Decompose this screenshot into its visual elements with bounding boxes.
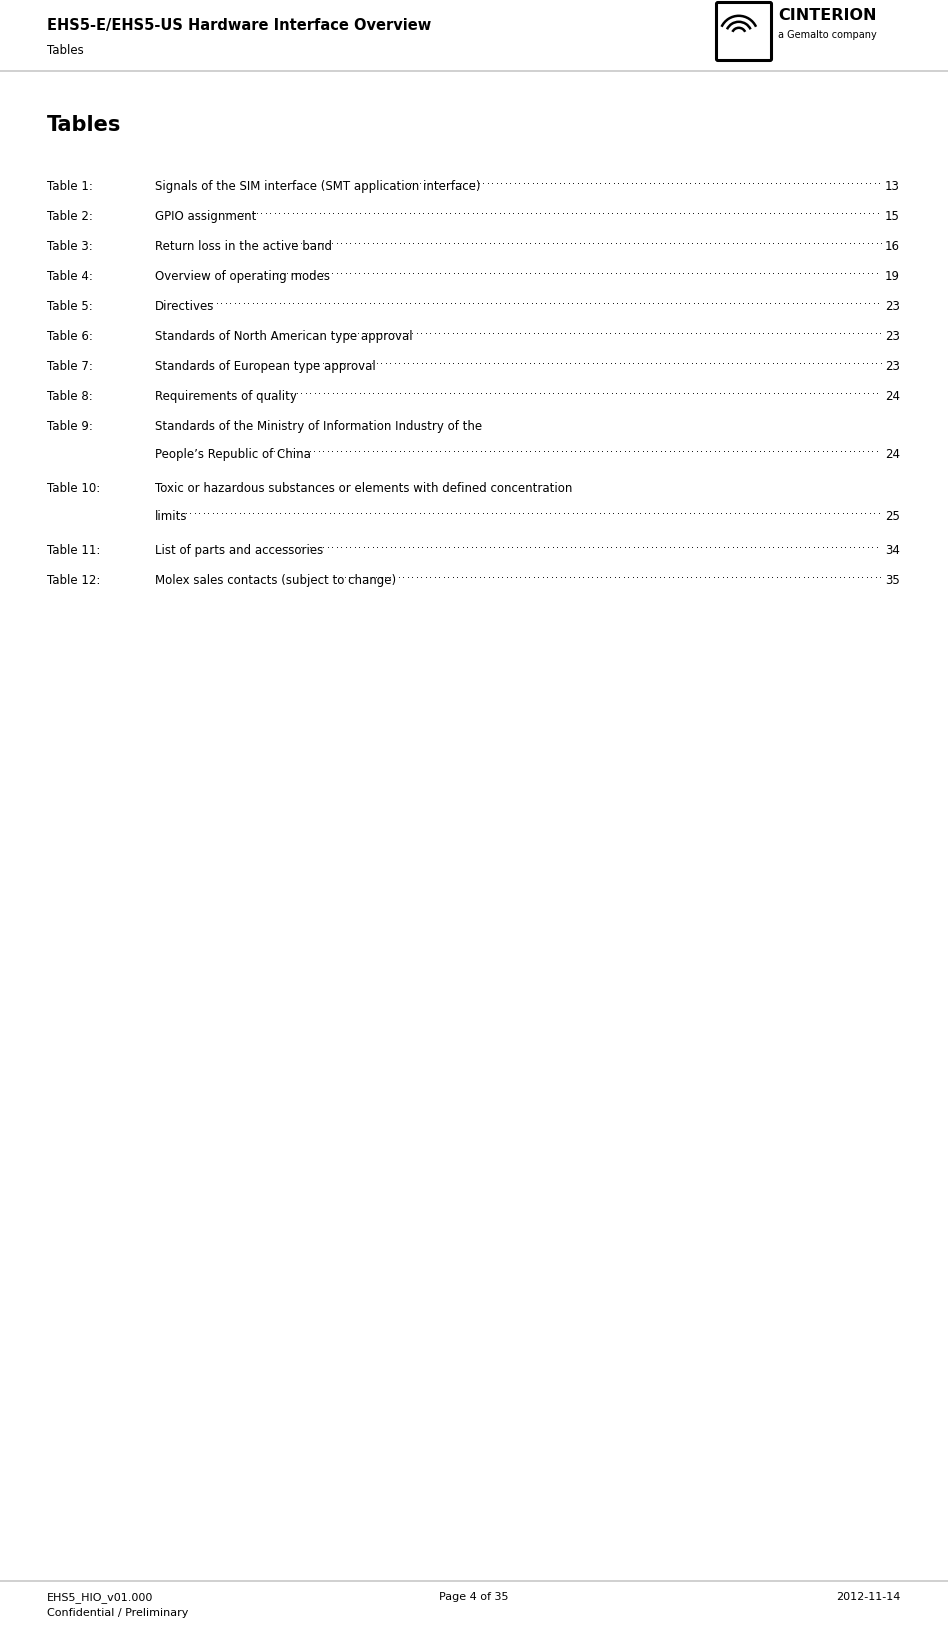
Text: Standards of European type approval: Standards of European type approval (155, 361, 375, 372)
Text: 34: 34 (885, 544, 900, 557)
Text: Table 2:: Table 2: (47, 210, 93, 223)
Text: Signals of the SIM interface (SMT application interface): Signals of the SIM interface (SMT applic… (155, 180, 481, 193)
Text: 13: 13 (885, 180, 900, 193)
Text: 25: 25 (885, 510, 900, 523)
Text: 23: 23 (885, 361, 900, 372)
Text: 24: 24 (885, 390, 900, 403)
Text: EHS5-E/EHS5-US Hardware Interface Overview: EHS5-E/EHS5-US Hardware Interface Overvi… (47, 18, 431, 33)
Text: Table 12:: Table 12: (47, 574, 100, 587)
Text: Overview of operating modes: Overview of operating modes (155, 270, 330, 284)
Text: EHS5_HIO_v01.000: EHS5_HIO_v01.000 (47, 1591, 154, 1601)
Text: Table 7:: Table 7: (47, 361, 93, 372)
Text: 16: 16 (885, 239, 900, 252)
Text: Tables: Tables (47, 44, 83, 57)
Text: 23: 23 (885, 300, 900, 313)
Text: Directives: Directives (155, 300, 214, 313)
Text: Table 6:: Table 6: (47, 329, 93, 343)
Text: Standards of North American type approval: Standards of North American type approva… (155, 329, 412, 343)
Text: 23: 23 (885, 329, 900, 343)
Text: 15: 15 (885, 210, 900, 223)
Text: limits: limits (155, 510, 188, 523)
Text: Table 11:: Table 11: (47, 544, 100, 557)
Text: Tables: Tables (47, 115, 121, 134)
Text: Return loss in the active band: Return loss in the active band (155, 239, 332, 252)
Text: Table 8:: Table 8: (47, 390, 93, 403)
FancyBboxPatch shape (717, 3, 772, 61)
Text: Standards of the Ministry of Information Industry of the: Standards of the Ministry of Information… (155, 420, 483, 433)
Text: Table 9:: Table 9: (47, 420, 93, 433)
Text: Requirements of quality: Requirements of quality (155, 390, 297, 403)
Text: Confidential / Preliminary: Confidential / Preliminary (47, 1606, 189, 1618)
Text: 35: 35 (885, 574, 900, 587)
Text: Table 3:: Table 3: (47, 239, 93, 252)
Text: Page 4 of 35: Page 4 of 35 (439, 1591, 509, 1601)
Text: a Gemalto company: a Gemalto company (778, 30, 877, 39)
Text: Table 4:: Table 4: (47, 270, 93, 284)
Text: CINTERION: CINTERION (778, 8, 877, 23)
Text: GPIO assignment: GPIO assignment (155, 210, 256, 223)
Text: Molex sales contacts (subject to change): Molex sales contacts (subject to change) (155, 574, 396, 587)
Text: 24: 24 (885, 447, 900, 461)
Text: Toxic or hazardous substances or elements with defined concentration: Toxic or hazardous substances or element… (155, 482, 573, 495)
Text: People’s Republic of China: People’s Republic of China (155, 447, 311, 461)
Text: Table 1:: Table 1: (47, 180, 93, 193)
Text: 2012-11-14: 2012-11-14 (837, 1591, 901, 1601)
Text: Table 10:: Table 10: (47, 482, 100, 495)
Text: Table 5:: Table 5: (47, 300, 93, 313)
Text: 19: 19 (885, 270, 900, 284)
Text: List of parts and accessories: List of parts and accessories (155, 544, 323, 557)
